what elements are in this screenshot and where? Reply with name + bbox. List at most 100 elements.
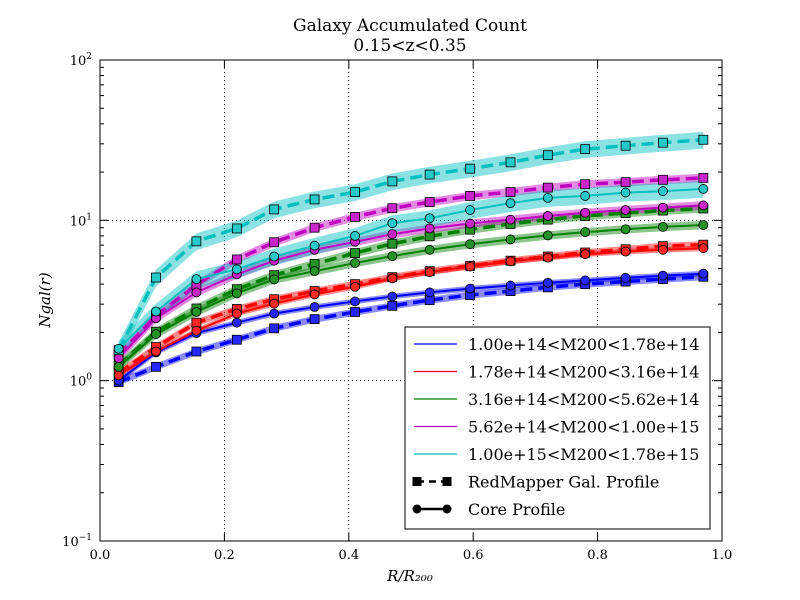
data-point-square (231, 334, 242, 345)
data-point-circle (309, 240, 320, 251)
legend-label: 5.62e+14<M200<1.00e+15 (468, 418, 699, 437)
data-point-circle (465, 205, 475, 215)
plot-frame (99, 59, 723, 542)
data-point-circle (113, 361, 124, 372)
legend-entries: 1.00e+14<M200<1.78e+14 1.78e+14<M200<3.16… (412, 335, 699, 519)
data-point-circle (113, 353, 124, 364)
data-point-square (658, 137, 668, 148)
legend-label: RedMapper Gal. Profile (468, 473, 659, 492)
data-point-square (542, 182, 553, 193)
data-point-circle (620, 205, 631, 215)
legend-label: 1.00e+15<M200<1.78e+15 (468, 445, 699, 464)
series-line (118, 247, 704, 377)
data-point-square (465, 163, 475, 174)
data-point-square (151, 272, 161, 283)
axis-ticks (99, 59, 723, 542)
data-point-square (698, 172, 709, 183)
data-point-circle (387, 251, 398, 262)
data-point-square (387, 238, 398, 249)
data-point-circle (505, 280, 516, 291)
x-tick-label: 0.2 (214, 548, 235, 563)
data-point-circle (269, 251, 280, 262)
data-point-circle (350, 296, 360, 307)
data-point-circle (505, 198, 516, 209)
data-point-circle (191, 274, 202, 285)
y-tick-labels: 10−1 100 101 102 (62, 52, 92, 550)
data-point-circle (231, 317, 242, 328)
data-point-circle (231, 264, 242, 275)
data-point-circle (658, 222, 668, 232)
data-point-circle (387, 218, 398, 229)
data-point-circle (542, 277, 553, 288)
data-point-square (387, 203, 398, 214)
series-line (117, 187, 704, 350)
data-point-square (580, 144, 591, 155)
data-point-circle (698, 268, 709, 279)
data-point-circle (424, 267, 435, 278)
legend-frame (404, 326, 711, 530)
data-point-circle (580, 207, 591, 218)
data-point-square (542, 150, 553, 161)
data-point-square (698, 134, 709, 145)
data-point-circle (658, 186, 668, 197)
data-point-circle (424, 213, 435, 224)
data-point-square (350, 307, 360, 317)
data-point-circle (424, 244, 435, 255)
data-point-square (269, 237, 280, 248)
data-point-circle (698, 243, 709, 254)
x-tick-label: 0.0 (90, 548, 111, 563)
data-point-circle (658, 202, 668, 213)
data-point-circle (191, 307, 202, 317)
data-point-circle (580, 227, 591, 237)
data-point-circle (505, 214, 516, 225)
data-point-circle (620, 187, 631, 198)
data-point-circle (658, 244, 668, 255)
data-point-square (191, 346, 202, 357)
data-point-circle (424, 223, 435, 234)
plot-area (99, 59, 723, 542)
x-tick-labels: 0.0 0.2 0.4 0.6 0.8 1.0 (90, 548, 733, 563)
data-point-square (658, 174, 668, 185)
data-point-square (505, 187, 516, 198)
legend-marker-circle (412, 504, 422, 514)
series-line (117, 242, 704, 375)
data-point-square (505, 157, 516, 168)
data-point-square (151, 361, 161, 372)
data-point-square (309, 222, 320, 233)
data-point-square (580, 179, 591, 190)
legend: 1.00e+14<M200<1.78e+14 1.78e+14<M200<3.16… (404, 326, 711, 530)
y-tick-label: 10−1 (62, 533, 92, 550)
data-point-circle (269, 298, 280, 309)
chart-title: Galaxy Accumulated Count (293, 16, 527, 36)
series-line (118, 224, 704, 368)
data-point-circle (191, 325, 202, 336)
x-tick-label: 0.4 (338, 548, 359, 563)
data-point-circle (387, 273, 398, 284)
data-point-circle (620, 246, 631, 257)
data-point-square (424, 169, 435, 180)
data-point-circle (350, 281, 360, 292)
data-point-circle (151, 329, 161, 340)
series-line (117, 138, 704, 351)
data-point-circle (113, 370, 124, 381)
y-tick-label: 102 (70, 52, 92, 69)
data-point-circle (387, 229, 398, 240)
legend-label: 3.16e+14<M200<5.62e+14 (468, 390, 699, 409)
x-tick-label: 0.6 (463, 548, 484, 563)
data-point-square (269, 323, 280, 334)
data-point-circle (191, 287, 202, 298)
data-point-circle (231, 288, 242, 299)
data-point-circle (505, 256, 516, 267)
data-point-circle (231, 308, 242, 319)
data-point-square (231, 223, 242, 234)
data-point-square (231, 254, 242, 265)
data-point-circle (309, 302, 320, 312)
data-point-square (350, 248, 360, 258)
data-point-circle (542, 252, 553, 263)
data-point-circle (465, 261, 475, 272)
data-point-square (387, 300, 398, 311)
data-point-circle (620, 224, 631, 235)
data-point-circle (580, 275, 591, 286)
data-point-circle (465, 239, 475, 250)
x-tick-label: 0.8 (587, 548, 608, 563)
